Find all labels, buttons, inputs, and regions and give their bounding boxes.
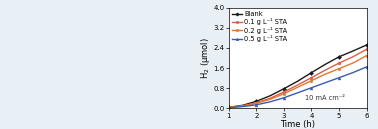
0.2 g L⁻¹ STA	[240, 105, 245, 107]
Blank	[268, 95, 272, 96]
0.2 g L⁻¹ STA	[337, 68, 341, 69]
0.2 g L⁻¹ STA	[282, 93, 286, 95]
0.5 g L⁻¹ STA	[350, 72, 355, 73]
0.5 g L⁻¹ STA	[364, 66, 369, 68]
Blank	[226, 107, 231, 108]
Blank	[350, 50, 355, 52]
0.5 g L⁻¹ STA	[323, 82, 327, 83]
0.2 g L⁻¹ STA	[323, 73, 327, 75]
Blank	[282, 88, 286, 90]
0.5 g L⁻¹ STA	[254, 104, 259, 106]
Line: 0.1 g L⁻¹ STA: 0.1 g L⁻¹ STA	[227, 48, 368, 109]
0.1 g L⁻¹ STA	[337, 62, 341, 64]
0.1 g L⁻¹ STA	[226, 107, 231, 108]
Line: Blank: Blank	[227, 44, 368, 109]
0.1 g L⁻¹ STA	[282, 91, 286, 93]
0.1 g L⁻¹ STA	[296, 84, 300, 86]
Blank	[309, 72, 314, 73]
0.2 g L⁻¹ STA	[226, 107, 231, 108]
Blank	[337, 56, 341, 58]
0.2 g L⁻¹ STA	[268, 99, 272, 100]
Text: 10 mA cm⁻²: 10 mA cm⁻²	[305, 95, 345, 101]
0.2 g L⁻¹ STA	[254, 103, 259, 104]
0.5 g L⁻¹ STA	[337, 77, 341, 78]
0.1 g L⁻¹ STA	[268, 98, 272, 99]
0.5 g L⁻¹ STA	[268, 101, 272, 103]
0.2 g L⁻¹ STA	[309, 80, 314, 82]
0.5 g L⁻¹ STA	[296, 92, 300, 94]
0.2 g L⁻¹ STA	[350, 62, 355, 64]
0.5 g L⁻¹ STA	[240, 106, 245, 107]
0.1 g L⁻¹ STA	[364, 49, 369, 50]
0.5 g L⁻¹ STA	[282, 97, 286, 99]
0.5 g L⁻¹ STA	[309, 87, 314, 88]
Blank	[240, 105, 245, 106]
0.2 g L⁻¹ STA	[296, 86, 300, 88]
Blank	[296, 80, 300, 82]
0.1 g L⁻¹ STA	[309, 77, 314, 78]
Blank	[364, 44, 369, 46]
Y-axis label: H$_2$ (μmol): H$_2$ (μmol)	[199, 37, 212, 79]
0.5 g L⁻¹ STA	[226, 107, 231, 108]
Line: 0.5 g L⁻¹ STA: 0.5 g L⁻¹ STA	[227, 65, 368, 109]
X-axis label: Time (h): Time (h)	[280, 120, 315, 129]
0.2 g L⁻¹ STA	[364, 55, 369, 56]
0.1 g L⁻¹ STA	[350, 56, 355, 58]
0.1 g L⁻¹ STA	[323, 69, 327, 71]
0.1 g L⁻¹ STA	[254, 102, 259, 104]
Blank	[254, 100, 259, 102]
0.1 g L⁻¹ STA	[240, 105, 245, 107]
Line: 0.2 g L⁻¹ STA: 0.2 g L⁻¹ STA	[227, 54, 368, 109]
Legend: Blank, 0.1 g L⁻¹ STA, 0.2 g L⁻¹ STA, 0.5 g L⁻¹ STA: Blank, 0.1 g L⁻¹ STA, 0.2 g L⁻¹ STA, 0.5…	[231, 10, 288, 43]
Blank	[323, 64, 327, 65]
